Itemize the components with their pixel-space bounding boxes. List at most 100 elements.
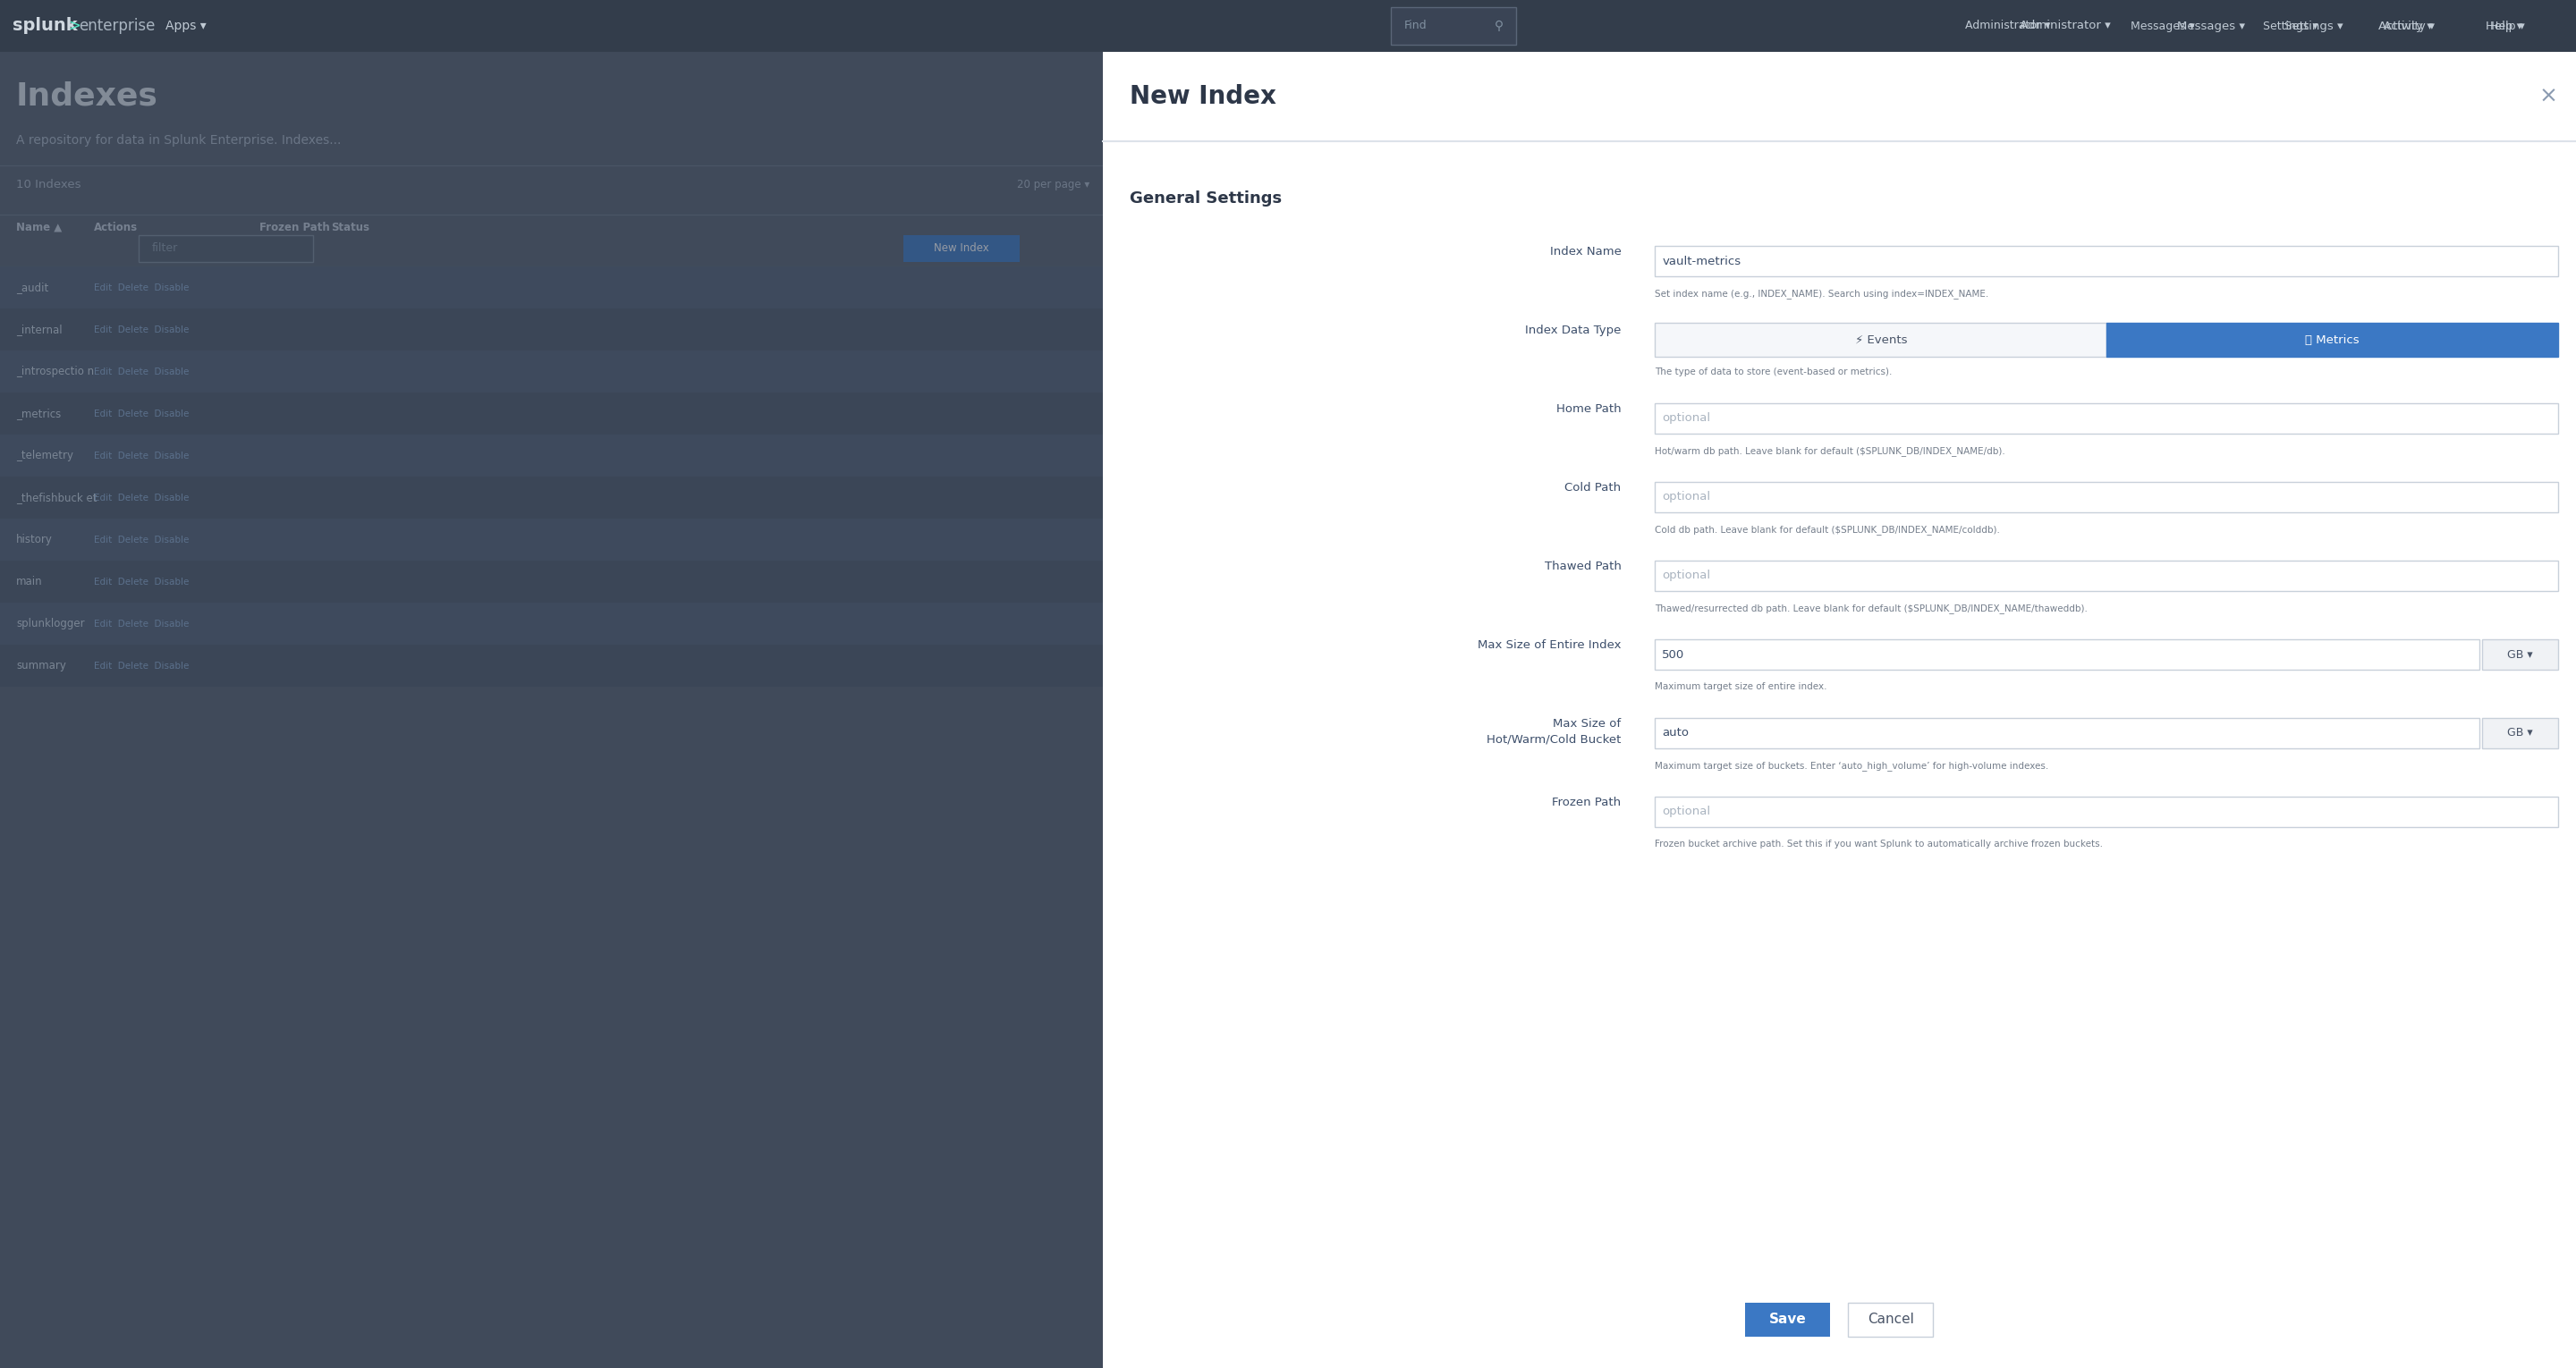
Text: ⚡ Events: ⚡ Events <box>1855 334 1906 346</box>
Text: Edit  Delete  Disable: Edit Delete Disable <box>93 283 188 291</box>
Text: >: > <box>67 18 80 34</box>
Text: Edit  Delete  Disable: Edit Delete Disable <box>93 367 188 376</box>
FancyBboxPatch shape <box>0 561 1103 603</box>
FancyBboxPatch shape <box>0 309 1103 350</box>
Text: 20 per page ▾: 20 per page ▾ <box>1018 179 1090 190</box>
FancyBboxPatch shape <box>1103 52 2576 1368</box>
FancyBboxPatch shape <box>0 393 1103 435</box>
Text: Frozen Path: Frozen Path <box>1553 796 1620 808</box>
Text: Edit  Delete  Disable: Edit Delete Disable <box>93 577 188 587</box>
Text: Apps ▾: Apps ▾ <box>165 19 206 33</box>
FancyBboxPatch shape <box>139 235 314 263</box>
Text: Activity ▾: Activity ▾ <box>2383 21 2434 31</box>
Text: Edit  Delete  Disable: Edit Delete Disable <box>93 451 188 460</box>
Text: Max Size of Entire Index: Max Size of Entire Index <box>1479 639 1620 651</box>
FancyBboxPatch shape <box>0 435 1103 476</box>
Text: Edit  Delete  Disable: Edit Delete Disable <box>93 409 188 419</box>
Text: vault-metrics: vault-metrics <box>1662 256 1741 267</box>
FancyBboxPatch shape <box>2483 639 2558 670</box>
Text: optional: optional <box>1662 570 1710 581</box>
Text: New Index: New Index <box>935 242 989 254</box>
Text: Find: Find <box>1404 21 1427 31</box>
Text: Status: Status <box>330 222 368 233</box>
FancyBboxPatch shape <box>2107 323 2558 357</box>
FancyBboxPatch shape <box>1656 561 2558 591</box>
Text: GB ▾: GB ▾ <box>2506 648 2532 661</box>
Text: 📊 Metrics: 📊 Metrics <box>2306 334 2360 346</box>
Text: Edit  Delete  Disable: Edit Delete Disable <box>93 535 188 544</box>
FancyBboxPatch shape <box>1656 323 2107 357</box>
FancyBboxPatch shape <box>0 476 1103 518</box>
Text: _audit: _audit <box>15 282 49 293</box>
Text: Max Size of: Max Size of <box>1553 718 1620 729</box>
Text: Settings ▾: Settings ▾ <box>2285 21 2344 31</box>
FancyBboxPatch shape <box>1656 718 2478 748</box>
Text: optional: optional <box>1662 806 1710 818</box>
Text: splunk: splunk <box>13 18 77 34</box>
Text: auto: auto <box>1662 728 1690 739</box>
Text: enterprise: enterprise <box>80 18 155 34</box>
FancyBboxPatch shape <box>1656 639 2478 670</box>
FancyBboxPatch shape <box>0 0 2576 52</box>
FancyBboxPatch shape <box>0 52 1103 1368</box>
Text: summary: summary <box>15 659 67 672</box>
Text: Actions: Actions <box>93 222 139 233</box>
Text: Index Name: Index Name <box>1551 246 1620 257</box>
Text: Cold Path: Cold Path <box>1564 482 1620 494</box>
Text: main: main <box>15 576 44 588</box>
FancyBboxPatch shape <box>0 644 1103 687</box>
Text: General Settings: General Settings <box>1128 190 1280 207</box>
Text: ⚲: ⚲ <box>1494 19 1504 33</box>
Text: _metrics: _metrics <box>15 408 62 420</box>
FancyBboxPatch shape <box>1656 246 2558 276</box>
FancyBboxPatch shape <box>1656 482 2558 513</box>
Text: _internal: _internal <box>15 324 62 335</box>
Text: Edit  Delete  Disable: Edit Delete Disable <box>93 620 188 628</box>
FancyBboxPatch shape <box>904 235 1020 263</box>
FancyBboxPatch shape <box>1747 1302 1832 1337</box>
Text: Maximum target size of buckets. Enter ‘auto_high_volume’ for high-volume indexes: Maximum target size of buckets. Enter ‘a… <box>1656 761 2048 770</box>
FancyBboxPatch shape <box>0 518 1103 561</box>
Text: Thawed/resurrected db path. Leave blank for default ($SPLUNK_DB/INDEX_NAME/thawe: Thawed/resurrected db path. Leave blank … <box>1656 603 2089 613</box>
Text: Messages ▾: Messages ▾ <box>2130 21 2195 31</box>
FancyBboxPatch shape <box>1391 7 1517 45</box>
Text: Settings ▾: Settings ▾ <box>2264 21 2318 31</box>
Text: Save: Save <box>1770 1313 1806 1327</box>
Text: history: history <box>15 534 52 546</box>
Text: Edit  Delete  Disable: Edit Delete Disable <box>93 326 188 334</box>
Text: Administrator ▾: Administrator ▾ <box>1965 21 2050 31</box>
Text: _telemetry: _telemetry <box>15 450 72 461</box>
Text: Name ▲: Name ▲ <box>15 222 62 233</box>
Text: Frozen bucket archive path. Set this if you want Splunk to automatically archive: Frozen bucket archive path. Set this if … <box>1656 840 2102 848</box>
Text: optional: optional <box>1662 491 1710 503</box>
Text: Indexes: Indexes <box>15 81 157 111</box>
FancyBboxPatch shape <box>1656 796 2558 828</box>
Text: New Index: New Index <box>1128 83 1275 109</box>
Text: Index Data Type: Index Data Type <box>1525 324 1620 337</box>
FancyBboxPatch shape <box>1847 1302 1932 1337</box>
Text: Hot/warm db path. Leave blank for default ($SPLUNK_DB/INDEX_NAME/db).: Hot/warm db path. Leave blank for defaul… <box>1656 446 2007 456</box>
Text: Cancel: Cancel <box>1868 1313 1914 1327</box>
Text: Messages ▾: Messages ▾ <box>2177 21 2246 31</box>
Text: Cold db path. Leave blank for default ($SPLUNK_DB/INDEX_NAME/colddb).: Cold db path. Leave blank for default ($… <box>1656 525 1999 535</box>
FancyBboxPatch shape <box>1656 404 2558 434</box>
FancyBboxPatch shape <box>0 603 1103 644</box>
Text: Edit  Delete  Disable: Edit Delete Disable <box>93 494 188 502</box>
Text: splunklogger: splunklogger <box>15 618 85 629</box>
Text: Activity ▾: Activity ▾ <box>2378 21 2432 31</box>
FancyBboxPatch shape <box>0 267 1103 309</box>
Text: optional: optional <box>1662 413 1710 424</box>
Text: Home Path: Home Path <box>1556 404 1620 415</box>
Text: Help ▾: Help ▾ <box>2486 21 2522 31</box>
Text: _thefishbuck et: _thefishbuck et <box>15 492 98 503</box>
Text: Hot/Warm/Cold Bucket: Hot/Warm/Cold Bucket <box>1486 735 1620 746</box>
Text: The type of data to store (event-based or metrics).: The type of data to store (event-based o… <box>1656 368 1893 376</box>
Text: Help ▾: Help ▾ <box>2491 21 2524 31</box>
Text: 500: 500 <box>1662 648 1685 661</box>
Text: Frozen Path: Frozen Path <box>260 222 330 233</box>
Text: Thawed Path: Thawed Path <box>1546 561 1620 572</box>
Text: _introspectio n: _introspectio n <box>15 365 95 378</box>
Text: GB ▾: GB ▾ <box>2506 728 2532 739</box>
Text: Maximum target size of entire index.: Maximum target size of entire index. <box>1656 683 1826 691</box>
FancyBboxPatch shape <box>0 52 2576 1368</box>
